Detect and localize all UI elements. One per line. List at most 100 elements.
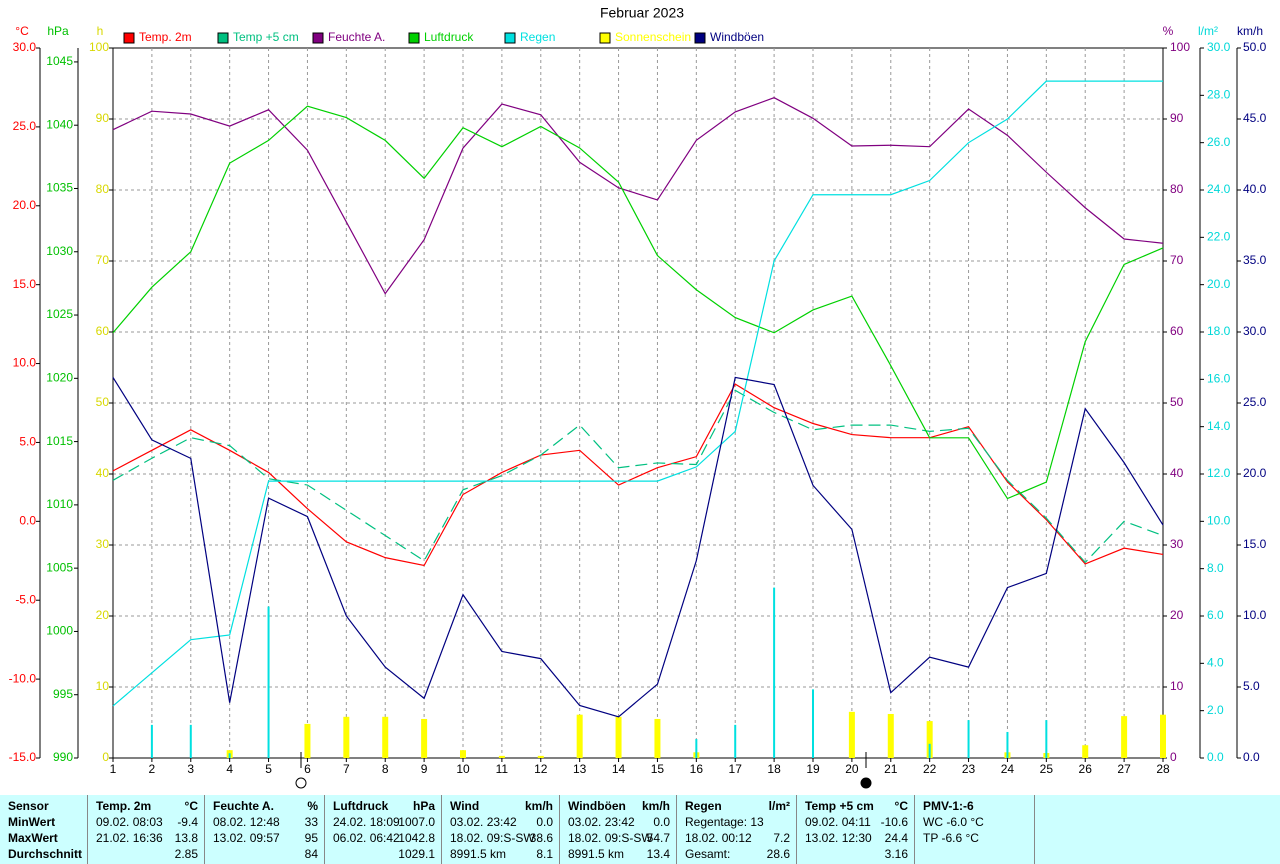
y-tick-label: 2.0 (1207, 703, 1224, 717)
stats-value: 0.0 (653, 815, 670, 829)
column-title: Luftdruck (333, 799, 389, 813)
x-tick-label: 20 (845, 762, 859, 776)
y-tick-label: 995 (53, 687, 73, 701)
y-tick-label: 30.0 (13, 40, 37, 54)
y-tick-label: 20 (96, 608, 110, 622)
y-tick-label: 20.0 (13, 198, 37, 212)
y-tick-label: 100 (89, 40, 109, 54)
y-tick-label: 20 (1170, 608, 1184, 622)
legend-swatch (694, 32, 706, 44)
y-tick-label: 5.0 (19, 435, 36, 449)
y-tick-label: 30.0 (1243, 324, 1267, 338)
stats-row: 24.02. 18:09 1007.0 (333, 814, 435, 830)
x-tick-label: 5 (265, 762, 272, 776)
column-unit: % (307, 799, 318, 813)
y-tick-label: 40 (96, 466, 110, 480)
chart: Februar 2023 °C-15.0-10.0-5.00.05.010.01… (9, 5, 1267, 789)
y-tick-label: 0.0 (19, 514, 36, 528)
bar (267, 606, 270, 758)
stats-text: 09.02. 08:03 (96, 815, 163, 829)
bar (150, 724, 153, 758)
row-label: Durchschnitt (8, 847, 83, 861)
bar (1160, 714, 1166, 758)
stats-value: 3.16 (884, 847, 908, 861)
y-tick-label: 100 (1170, 40, 1190, 54)
x-tick-label: 23 (962, 762, 976, 776)
stats-row: 18.02. 00:12 7.2 (685, 830, 790, 846)
legend-label: Temp. 2m (139, 30, 192, 44)
axis-unit: h (97, 24, 104, 38)
y-tick-label: 10.0 (1243, 608, 1267, 622)
y-tick-label: 12.0 (1207, 466, 1231, 480)
series-line (112, 389, 1164, 564)
bar (615, 716, 622, 758)
stats-value: 7.2 (773, 831, 790, 845)
y-tick-label: 10.0 (13, 356, 37, 370)
stats-row: 08.02. 12:48 33 (213, 814, 318, 830)
y-tick-label: 1010 (46, 497, 73, 511)
legend-label: Feuchte A. (328, 30, 385, 44)
y-tick-label: 1000 (46, 624, 73, 638)
y-tick-label: 20.0 (1207, 277, 1231, 291)
column-title: Windböen (568, 799, 626, 813)
stats-block: Wind km/h 03.02. 23:42 0.0 18.02. 09:S-SW 38.… (442, 795, 560, 864)
column-unit: hPa (412, 799, 435, 813)
bar (189, 724, 192, 758)
y-tick-label: 10 (1170, 679, 1184, 693)
stats-text: 13.02. 12:30 (805, 831, 872, 845)
bar (928, 743, 931, 758)
y-tick-label: -10.0 (9, 671, 37, 685)
y-tick-label: 4.0 (1207, 656, 1224, 670)
stats-text: 03.02. 23:42 (450, 815, 517, 829)
stats-row: TP -6.6 °C (923, 830, 1028, 846)
y-tick-label: 15.0 (13, 277, 37, 291)
column-title: Feuchte A. (213, 799, 274, 813)
y-tick-label: 70 (96, 253, 110, 267)
stats-row: 03.02. 23:42 0.0 (568, 814, 670, 830)
y-tick-label: 30 (96, 537, 110, 551)
y-tick-label: 50 (1170, 395, 1184, 409)
column-title: Temp. 2m (96, 799, 152, 813)
stats-table: Sensor MinWert MaxWert Durchschnitt Temp. 2m… (0, 795, 1280, 864)
y-tick-label: 24.0 (1207, 182, 1231, 196)
stats-text: 18.02. 09:S-SW (450, 831, 535, 845)
x-tick-label: 27 (1117, 762, 1131, 776)
stats-value: 2.85 (174, 847, 198, 861)
full-moon-icon (295, 777, 307, 789)
stats-value: 95 (304, 831, 318, 845)
stats-block: PMV-1:-6 WC -6.0 °C TP -6.6 °C (915, 795, 1035, 864)
x-tick-label: 14 (612, 762, 626, 776)
stats-text: Regentage: 13 (685, 815, 764, 829)
stats-value: 13.8 (174, 831, 198, 845)
row-label: MinWert (8, 815, 56, 829)
stats-value: 54.7 (646, 831, 670, 845)
stats-value: 38.6 (529, 831, 553, 845)
y-tick-label: 1030 (46, 244, 73, 258)
y-tick-label: 1045 (46, 54, 73, 68)
legend-swatch (217, 32, 229, 44)
bar (537, 755, 544, 758)
y-tick-label: 60 (1170, 324, 1184, 338)
legend-swatch (312, 32, 324, 44)
stats-row: 09.02. 04:11 -10.6 (805, 814, 908, 830)
x-tick-label: 6 (304, 762, 311, 776)
series-line (112, 97, 1164, 295)
bar (382, 716, 389, 758)
y-tick-label: 18.0 (1207, 324, 1231, 338)
y-tick-label: 10.0 (1207, 514, 1231, 528)
stats-text: 03.02. 23:42 (568, 815, 635, 829)
series-line (112, 80, 1163, 707)
column-unit: °C (184, 799, 198, 813)
chart-title: Februar 2023 (600, 5, 684, 21)
y-tick-label: 35.0 (1243, 253, 1267, 267)
bar (848, 711, 855, 758)
stats-value: 28.6 (766, 847, 790, 861)
stats-row: 84 (213, 846, 318, 862)
bar (1006, 731, 1009, 758)
x-tick-label: 26 (1079, 762, 1093, 776)
column-header: Wind km/h (450, 798, 553, 814)
x-tick-label: 21 (884, 762, 898, 776)
stats-row: 21.02. 16:36 13.8 (96, 830, 198, 846)
x-tick-label: 16 (690, 762, 704, 776)
stats-value: 13.4 (646, 847, 670, 861)
